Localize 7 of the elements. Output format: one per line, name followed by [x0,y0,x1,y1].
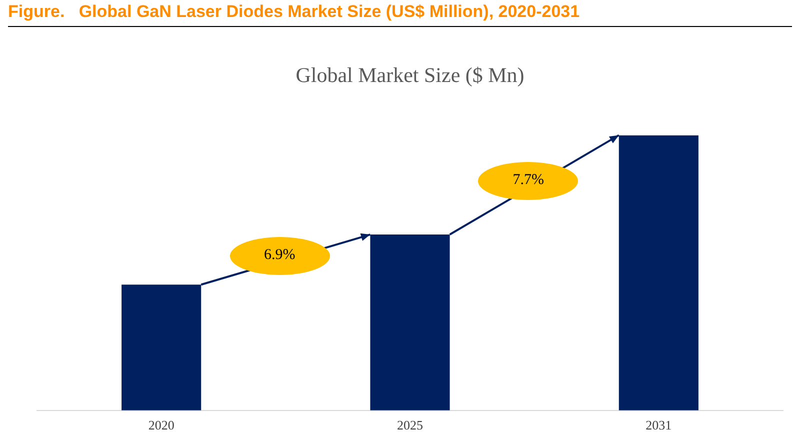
chart-title: Figure. Global GaN Laser Diodes Market Size (US$ Million), 2020-2031 [8,2,792,27]
oval-badge: 7.7% [478,162,578,200]
x-tick-label: 2020 [148,418,174,433]
x-tick-label: 2031 [646,418,672,433]
oval-badge: 6.9% [230,236,330,275]
chart-subtitle: Global Market Size ($ Mn) [296,63,524,88]
x-tick-label: 2025 [397,418,423,433]
